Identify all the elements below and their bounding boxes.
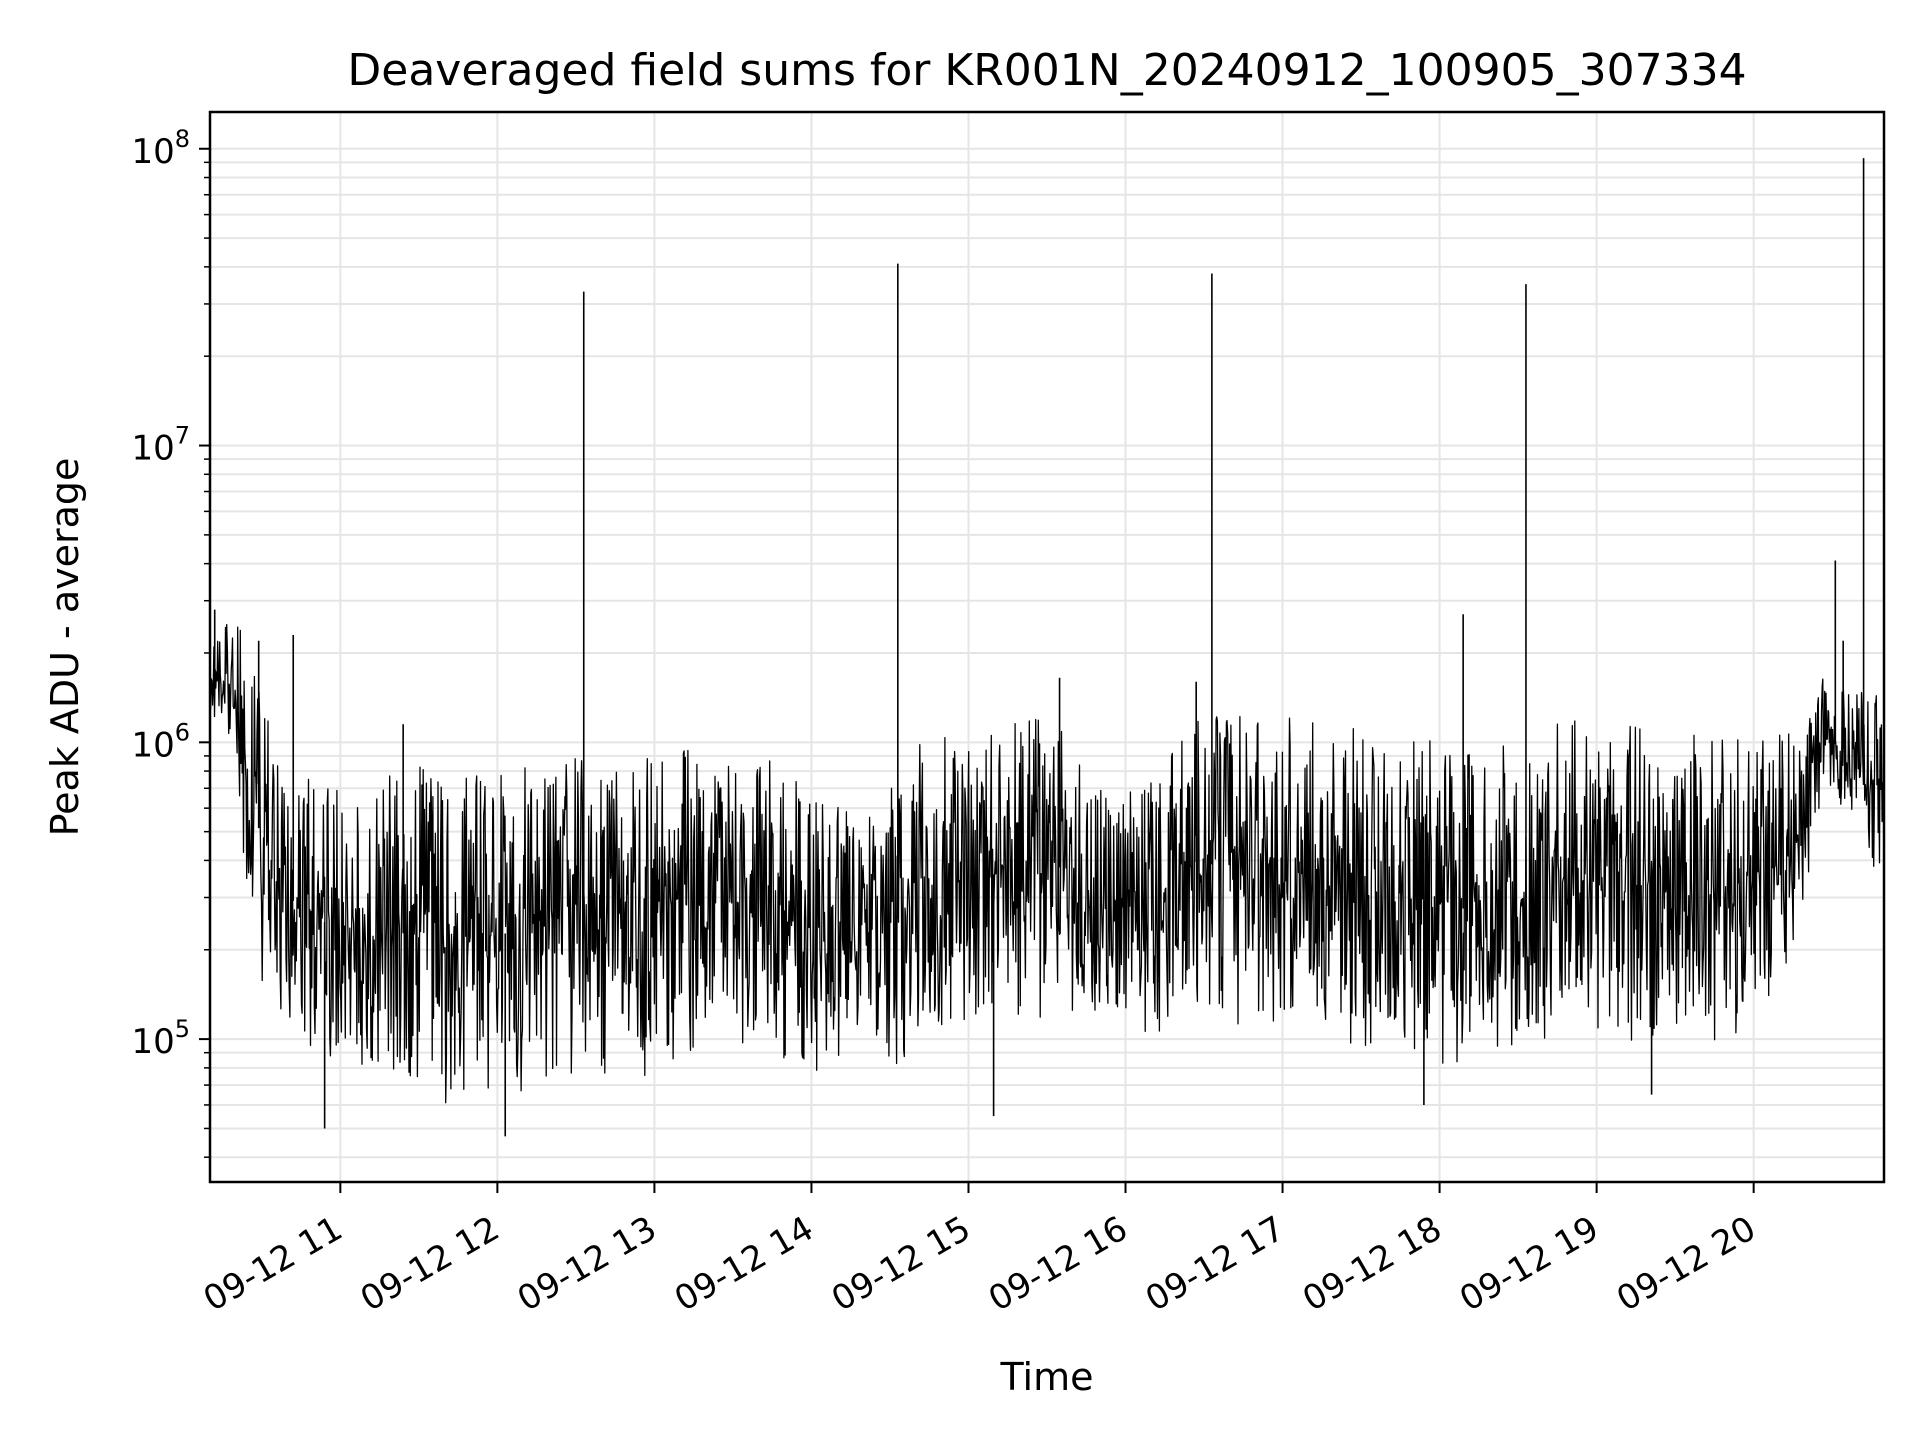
x-axis-ticks: 09-12 11 09-12 12 09-12 13 09-12 14 09-12 15… (197, 1182, 1763, 1320)
y-axis-label: Peak ADU - average (43, 458, 87, 837)
y-tick-label: 105 (131, 1015, 190, 1062)
x-tick-label: 09-12 18 (1296, 1209, 1448, 1320)
x-tick-label: 09-12 14 (668, 1209, 820, 1320)
x-tick-label: 09-12 12 (354, 1209, 506, 1320)
x-tick-label: 09-12 13 (511, 1209, 663, 1320)
y-tick-label: 107 (131, 422, 190, 469)
y-tick-label: 108 (131, 125, 190, 172)
series-line (209, 623, 1885, 1104)
y-tick-label: 106 (131, 718, 190, 765)
x-axis-label: Time (1000, 1355, 1094, 1399)
chart-title: Deaveraged field sums for KR001N_2024091… (347, 45, 1746, 96)
x-tick-label: 09-12 11 (197, 1209, 349, 1320)
x-tick-label: 09-12 19 (1453, 1209, 1605, 1320)
plot-frame (208, 110, 1886, 1184)
x-tick-label: 09-12 20 (1610, 1209, 1762, 1320)
plot-area (209, 158, 1885, 1137)
x-tick-label: 09-12 17 (1139, 1209, 1291, 1320)
x-tick-label: 09-12 16 (982, 1209, 1134, 1320)
x-tick-label: 09-12 15 (825, 1209, 977, 1320)
y-axis-ticks: 105 106 107 108 (131, 125, 210, 1158)
